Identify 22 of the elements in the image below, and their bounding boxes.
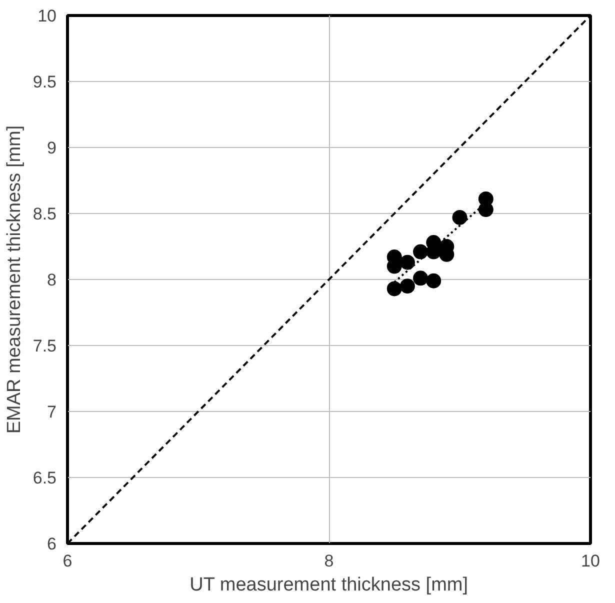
- x-tick-label: 8: [324, 552, 334, 570]
- y-tick-label: 7.5: [32, 336, 57, 356]
- point: [386, 281, 402, 296]
- point: [452, 210, 468, 225]
- point: [426, 273, 442, 288]
- y-tick-label: 10: [38, 6, 57, 26]
- y-tick-label: 9: [47, 138, 57, 158]
- y-axis-title: EMAR measurement thickness [mm]: [4, 125, 25, 434]
- y-tick-label: 8.5: [32, 204, 57, 224]
- point: [400, 254, 415, 270]
- point: [413, 244, 428, 260]
- point: [400, 278, 415, 294]
- y-tick-label: 7: [47, 402, 57, 422]
- y-tick-label: 6: [47, 534, 57, 554]
- y-tick-label: 9.5: [32, 72, 57, 92]
- x-tick-label: 6: [62, 552, 72, 570]
- point: [478, 191, 494, 206]
- y-tick-label: 6.5: [32, 468, 57, 488]
- point: [413, 270, 428, 286]
- x-axis-title: UT measurement thickness [mm]: [190, 574, 468, 596]
- x-tick-label: 10: [581, 552, 600, 570]
- y-tick-label: 8: [47, 270, 57, 290]
